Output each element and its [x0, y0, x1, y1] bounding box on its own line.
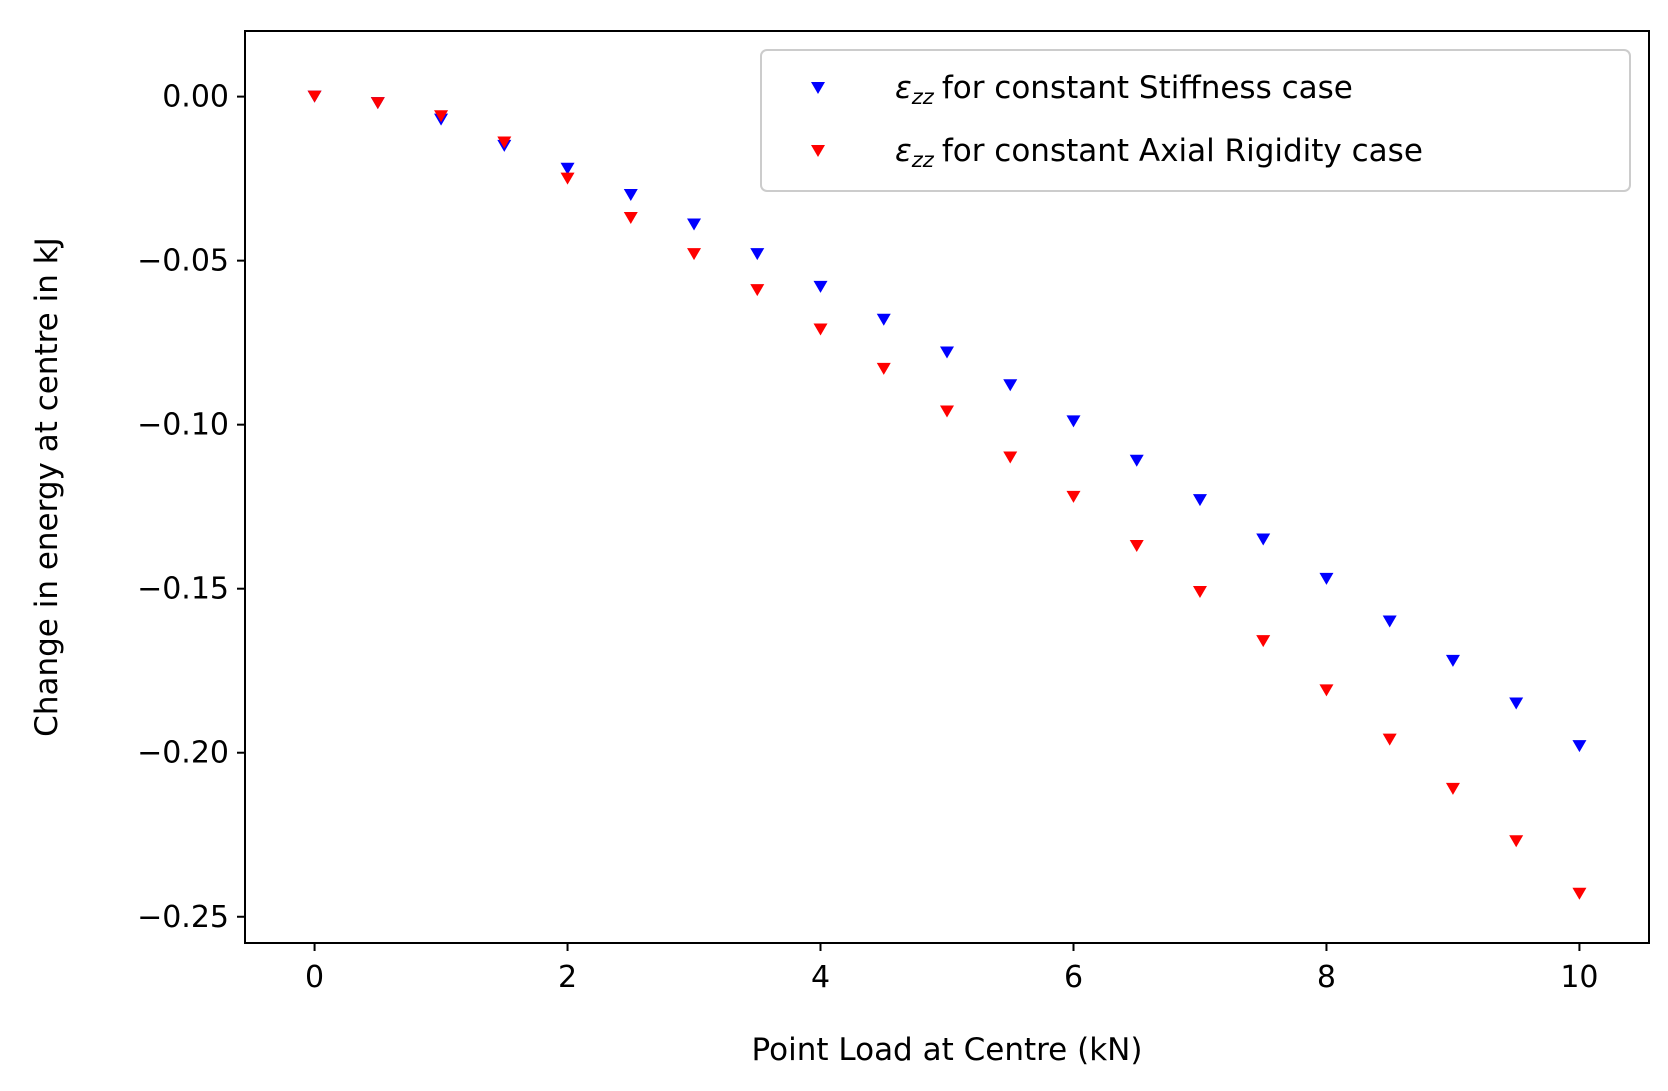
stiffness-point	[623, 189, 638, 202]
legend-entry-axial-rigidity: εzz for constant Axial Rigidity case	[811, 133, 1423, 172]
x-tick-label: 4	[811, 960, 830, 995]
stiffness-point	[1066, 415, 1081, 428]
x-tick-label: 8	[1317, 960, 1336, 995]
y-tick-label: 0.00	[162, 80, 229, 115]
stiffness-point	[750, 248, 765, 261]
axial-rigidity-point	[1382, 733, 1397, 746]
axial-rigidity-point	[1129, 540, 1144, 553]
stiffness-point	[1003, 379, 1018, 392]
legend-symbol: ε	[895, 70, 912, 106]
stiffness-point	[1509, 697, 1524, 710]
y-tick-label: −0.15	[137, 572, 229, 607]
y-tick-label: −0.25	[137, 900, 229, 935]
axial-rigidity-point	[813, 323, 828, 336]
stiffness-point	[876, 313, 891, 326]
stiffness-point	[1445, 654, 1460, 667]
legend-marker-axial-rigidity	[811, 145, 825, 157]
legend-label-stiffness: for constant Stiffness case	[942, 70, 1353, 106]
legend-label-axial-rigidity: for constant Axial Rigidity case	[942, 133, 1423, 169]
x-tick-label: 2	[558, 960, 577, 995]
y-tick-label: −0.05	[137, 244, 229, 279]
legend-subscript: zz	[911, 148, 935, 172]
axial-rigidity-point	[1003, 451, 1018, 464]
x-tick-label: 0	[305, 960, 324, 995]
legend-symbol: ε	[895, 133, 912, 169]
legend-marker-stiffness	[811, 82, 825, 94]
axial-rigidity-point	[687, 248, 702, 261]
axial-rigidity-point	[497, 136, 512, 149]
stiffness-point	[1572, 740, 1587, 753]
y-axis: 0.00 −0.05 −0.10 −0.15 −0.20 −0.25	[137, 80, 245, 935]
plot-frame	[244, 30, 1650, 944]
axial-rigidity-point	[1066, 490, 1081, 503]
y-tick-label: −0.20	[137, 736, 229, 771]
stiffness-point	[1382, 615, 1397, 628]
y-axis-label: Change in energy at centre in kJ	[29, 237, 65, 737]
axial-rigidity-point	[370, 97, 385, 110]
axial-rigidity-point	[434, 110, 449, 123]
x-tick-label: 6	[1064, 960, 1083, 995]
stiffness-point	[1192, 494, 1207, 507]
stiffness-point	[1256, 533, 1271, 546]
legend-entry-stiffness: εzz for constant Stiffness case	[811, 70, 1353, 109]
x-tick-label: 10	[1560, 960, 1598, 995]
axial-rigidity-point	[940, 405, 954, 418]
axial-rigidity-point	[750, 284, 765, 297]
axial-rigidity-point	[1192, 585, 1207, 598]
stiffness-point	[813, 280, 828, 293]
x-axis-label: Point Load at Centre (kN)	[752, 1032, 1143, 1068]
stiffness-point	[687, 218, 702, 231]
axial-rigidity-point	[623, 211, 638, 224]
stiffness-point	[1319, 572, 1334, 585]
data-marks	[307, 90, 1587, 900]
axial-rigidity-point	[1572, 887, 1587, 900]
legend-box	[760, 49, 1631, 192]
axial-rigidity-point	[1319, 684, 1334, 697]
stiffness-point	[560, 162, 575, 175]
stiffness-point	[1129, 454, 1144, 467]
x-axis: 0 2 4 6 8 10	[305, 943, 1599, 995]
legend-subscript: zz	[911, 85, 935, 109]
axial-rigidity-point	[1256, 635, 1271, 648]
legend: εzz for constant Stiffness case εzz for co…	[760, 49, 1631, 192]
axial-rigidity-point	[1445, 782, 1460, 795]
stiffness-point	[940, 346, 954, 359]
axial-rigidity-point	[1509, 835, 1524, 848]
y-tick-label: −0.10	[137, 408, 229, 443]
axial-rigidity-point	[560, 172, 575, 185]
axial-rigidity-point	[307, 90, 322, 103]
axial-rigidity-point	[876, 362, 891, 375]
